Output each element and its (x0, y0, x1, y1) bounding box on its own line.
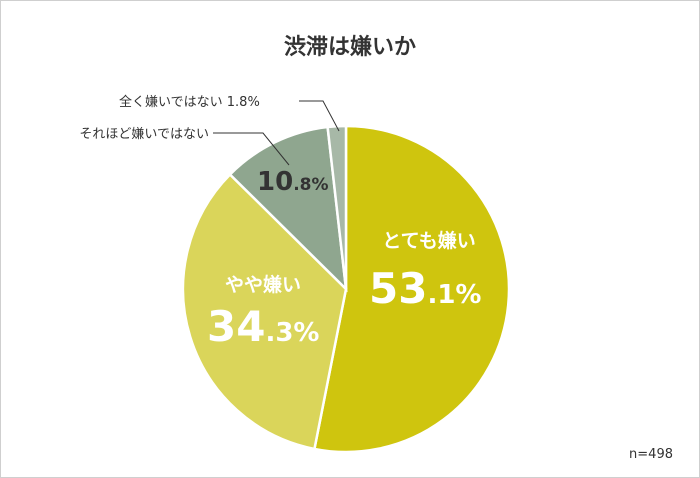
sample-size-note: n=498 (629, 447, 673, 462)
slice-very (312, 124, 511, 454)
callout-label-somewhat-not: それほど嫌いではない (79, 127, 209, 142)
slice-label-very: とても嫌い (382, 229, 475, 252)
callout-line-not-at-all (299, 100, 340, 132)
slice-value-very: 53.1% (369, 264, 481, 313)
callout-line-somewhat-not (213, 132, 290, 166)
chart-title: 渋滞は嫌いか (283, 35, 416, 60)
callout-label-not-at-all: 全く嫌いではない 1.8% (119, 94, 260, 110)
slice-value-somewhat: 34.3% (207, 302, 319, 351)
slice-label-somewhat: やや嫌い (225, 273, 301, 296)
slice-somewhat-not (228, 125, 348, 293)
slice-value-somewhat-not: 10.8% (257, 167, 329, 197)
slice-somewhat (181, 172, 348, 451)
